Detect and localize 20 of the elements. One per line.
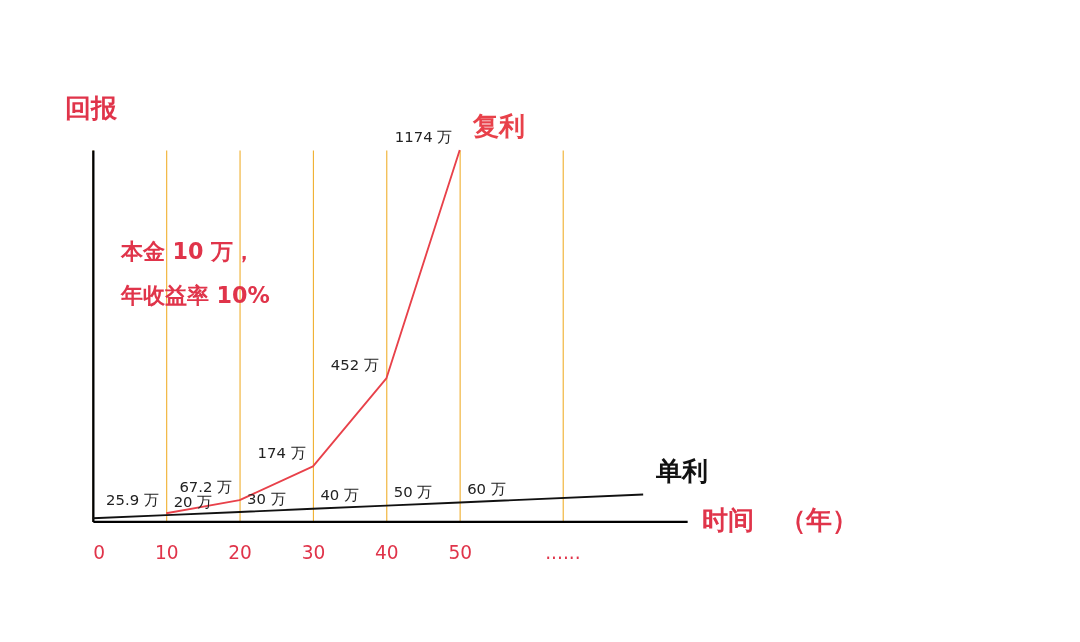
series-label: 单利 [655, 455, 709, 486]
data-label: 60 万 [467, 480, 506, 499]
x-tick-label: 50 [448, 542, 473, 564]
x-tick-label: ...... [545, 542, 581, 564]
x-axis-title: 时间 （年） [701, 505, 858, 536]
series-label: 复利 [471, 111, 525, 142]
x-tick-label: 40 [375, 542, 399, 564]
data-label: 50 万 [393, 483, 433, 502]
data-label: 25.9 万 [106, 490, 159, 509]
data-label: 40 万 [320, 486, 360, 505]
x-tick-label: 20 [228, 542, 252, 564]
x-tick-label: 10 [154, 542, 179, 564]
x-tick-label: 0 [93, 542, 106, 564]
data-label: 1174 万 [394, 127, 453, 146]
annotation: 本金 10 万， [119, 237, 256, 264]
data-label: 452 万 [330, 356, 379, 375]
data-label: 174 万 [257, 444, 306, 463]
y-axis-title: 回报 [65, 93, 119, 124]
data-label: 30 万 [247, 489, 286, 508]
x-tick-label: 30 [301, 542, 326, 564]
